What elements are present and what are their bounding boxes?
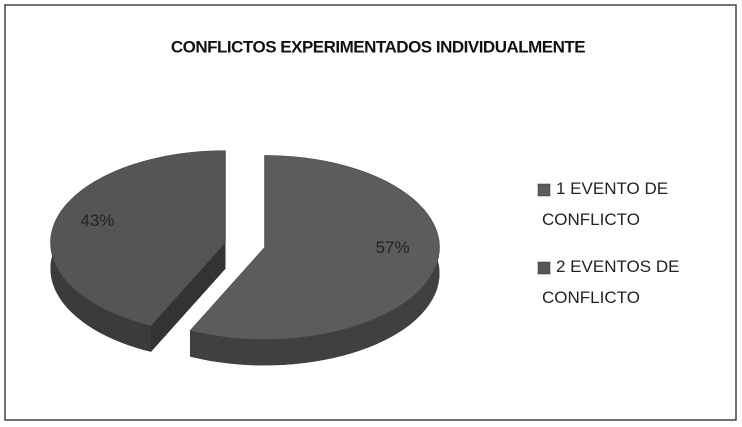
slice-group [50,150,226,352]
slice [50,150,226,327]
slice-group [189,155,440,366]
slice-edge [151,242,226,352]
data-label: 57% [376,238,410,257]
legend-label: 1 EVENTO DE CONFLICTO [542,179,668,229]
data-label: 43% [80,211,114,230]
slice [189,155,440,340]
legend-swatch [537,261,551,275]
chart-title: CONFLICTOS EXPERIMENTADOS INDIVIDUALMENT… [171,37,585,56]
legend-label: 2 EVENTOS DE CONFLICTO [542,257,679,307]
slice-side [190,155,440,366]
legend-swatch [537,183,551,197]
